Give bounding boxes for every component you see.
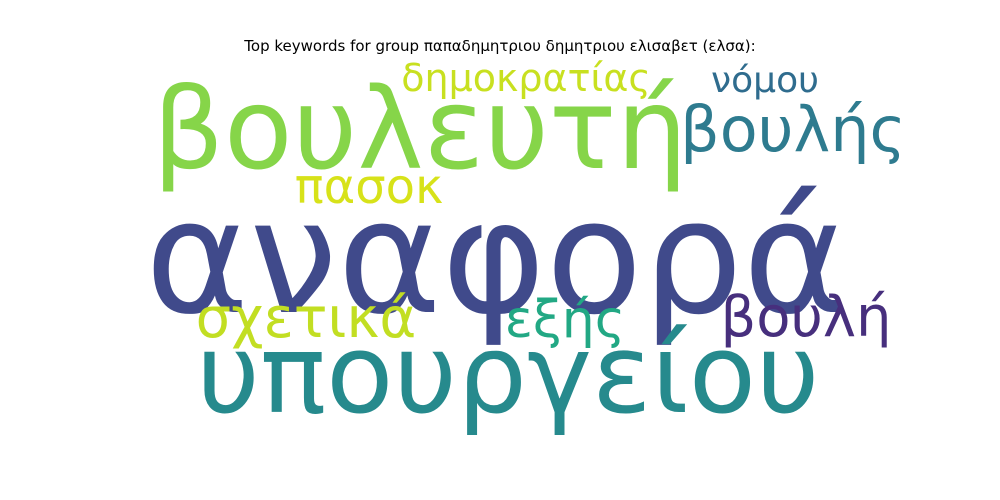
word-dimokratias: δημοκρατίας [401, 56, 650, 100]
word-anafora: αναφορά [145, 166, 847, 350]
chart-title: Top keywords for group παπαδημητριου δημ… [244, 37, 756, 55]
word-vouleuti: βουλευτή [153, 65, 688, 195]
word-exis: εξής [505, 290, 626, 350]
word-pasok: πασοκ [295, 159, 444, 215]
word-voulis: βουλής [680, 93, 906, 166]
word-schetika: σχετικά [196, 286, 417, 351]
word-nomou: νόμου [711, 60, 819, 101]
word-ypourgeiou: υπουργείου [196, 310, 819, 438]
word-vouli: βουλή [720, 285, 891, 350]
